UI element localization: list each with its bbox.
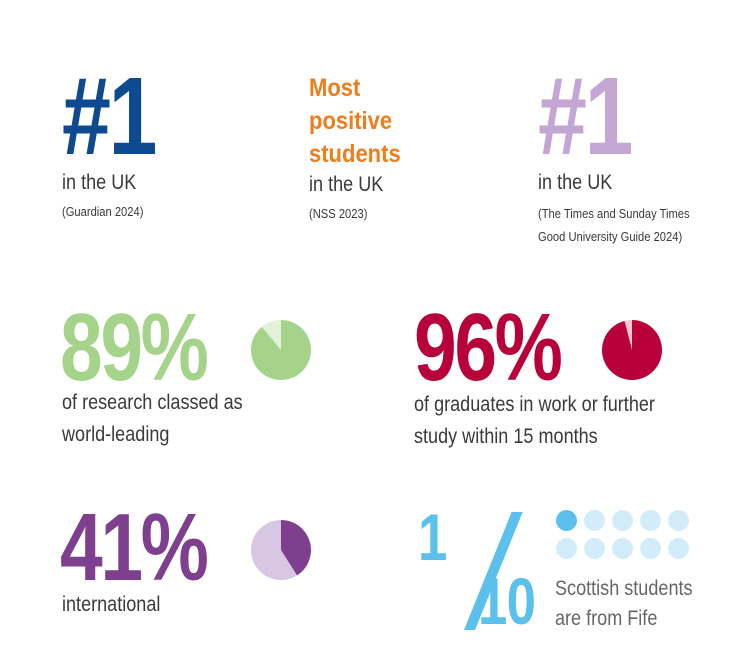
graduates-percent: 96% <box>414 294 563 401</box>
research-label-line-1: of research classed as <box>62 391 243 414</box>
stat-nss: Most positive students <box>309 72 413 171</box>
international-pie-icon <box>251 520 311 580</box>
fife-dot-grid <box>556 510 696 562</box>
stat-guardian: #1 <box>62 62 178 172</box>
dot-empty <box>584 510 605 531</box>
international-percent: 41% <box>60 494 209 601</box>
international-label: international <box>62 593 161 616</box>
times-rank: #1 <box>538 55 633 178</box>
guardian-source: (Guardian 2024) <box>62 204 144 219</box>
graduates-pie-icon <box>602 320 662 380</box>
nss-headline-line-2: positive <box>309 107 393 135</box>
fife-label-line-2: are from Fife <box>555 607 658 630</box>
stat-times: #1 <box>538 62 654 172</box>
dot-filled <box>556 510 577 531</box>
graduates-label-line-2: study within 15 months <box>414 425 598 448</box>
dot-empty <box>640 538 661 559</box>
nss-source: (NSS 2023) <box>309 206 368 221</box>
nss-label: in the UK <box>309 173 384 196</box>
times-label: in the UK <box>538 171 613 194</box>
graduates-label-line-1: of graduates in work or further <box>414 393 655 416</box>
guardian-rank: #1 <box>62 55 157 178</box>
research-percent: 89% <box>60 294 209 401</box>
dot-empty <box>612 510 633 531</box>
pie-slice <box>251 320 311 380</box>
dot-empty <box>556 538 577 559</box>
times-source-line-1: (The Times and Sunday Times <box>538 206 690 221</box>
pie-slice <box>281 520 311 576</box>
nss-headline-line-3: students <box>309 140 401 168</box>
dot-empty <box>668 510 689 531</box>
dot-empty <box>668 538 689 559</box>
pie-slice <box>602 320 662 380</box>
research-label-line-2: world-leading <box>62 423 170 446</box>
nss-headline-line-1: Most <box>309 74 361 102</box>
dot-empty <box>584 538 605 559</box>
times-source-line-2: Good University Guide 2024) <box>538 229 683 244</box>
research-pie-icon <box>251 320 311 380</box>
dot-empty <box>612 538 633 559</box>
dot-empty <box>640 510 661 531</box>
fife-denominator: 10 <box>478 564 536 638</box>
fife-label-line-1: Scottish students <box>555 577 693 600</box>
fife-numerator: 1 <box>418 500 448 574</box>
guardian-label: in the UK <box>62 171 137 194</box>
